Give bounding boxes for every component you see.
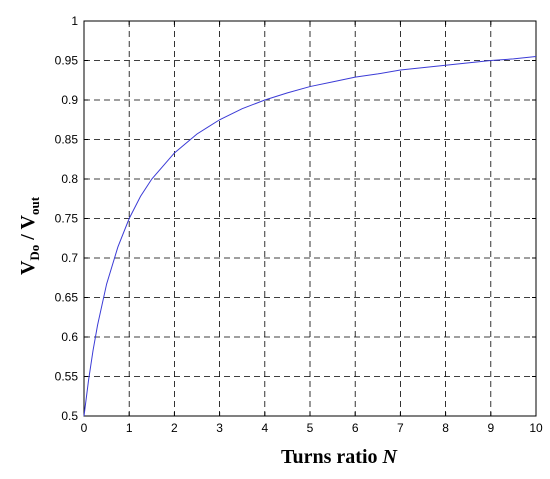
- x-tick-label: 5: [307, 421, 314, 435]
- x-tick-label: 7: [397, 421, 404, 435]
- y-tick-label: 0.7: [61, 251, 78, 265]
- y-tick-label: 0.8: [61, 172, 78, 186]
- x-tick-label: 8: [442, 421, 449, 435]
- x-axis-title: Turns ratio N: [281, 446, 399, 468]
- y-tick-label: 1: [71, 14, 78, 28]
- x-tick-label: 10: [529, 421, 543, 435]
- x-tick-labels: 0 1 2 3 4 5 6 7 8 9 10: [81, 421, 543, 435]
- y-axis-title: VDo / Vout: [17, 196, 42, 275]
- y-axis-title-v2: V: [17, 214, 39, 229]
- y-tick-label: 0.9: [61, 93, 78, 107]
- y-tick-label: 0.75: [55, 212, 79, 226]
- y-tick-label: 0.85: [55, 133, 79, 147]
- grid: [84, 21, 536, 416]
- y-tick-label: 0.6: [61, 330, 78, 344]
- y-tick-label: 0.65: [55, 291, 79, 305]
- y-tick-label: 0.95: [55, 54, 79, 68]
- x-tick-label: 9: [487, 421, 494, 435]
- y-tick-label: 0.5: [61, 409, 78, 423]
- y-tick-label: 0.55: [55, 370, 79, 384]
- y-axis-title-sep: /: [17, 229, 39, 244]
- x-tick-label: 3: [216, 421, 223, 435]
- series-layer: [83, 56, 537, 417]
- x-axis-title-italic: N: [382, 446, 399, 468]
- x-tick-label: 0: [81, 421, 88, 435]
- x-tick-label: 6: [352, 421, 359, 435]
- y-tick-labels: 0.5 0.55 0.6 0.65 0.7 0.75 0.8 0.85 0.9 0.95 1: [55, 14, 79, 423]
- y-axis-title-v1: V: [17, 260, 39, 275]
- x-axis-title-main: Turns ratio: [281, 446, 383, 468]
- x-tick-label: 2: [171, 421, 178, 435]
- x-tick-label: 4: [261, 421, 268, 435]
- series-line: [83, 56, 537, 417]
- x-tick-label: 1: [126, 421, 133, 435]
- y-axis-title-sub2: out: [27, 196, 42, 215]
- y-axis-title-sub1: Do: [27, 245, 42, 261]
